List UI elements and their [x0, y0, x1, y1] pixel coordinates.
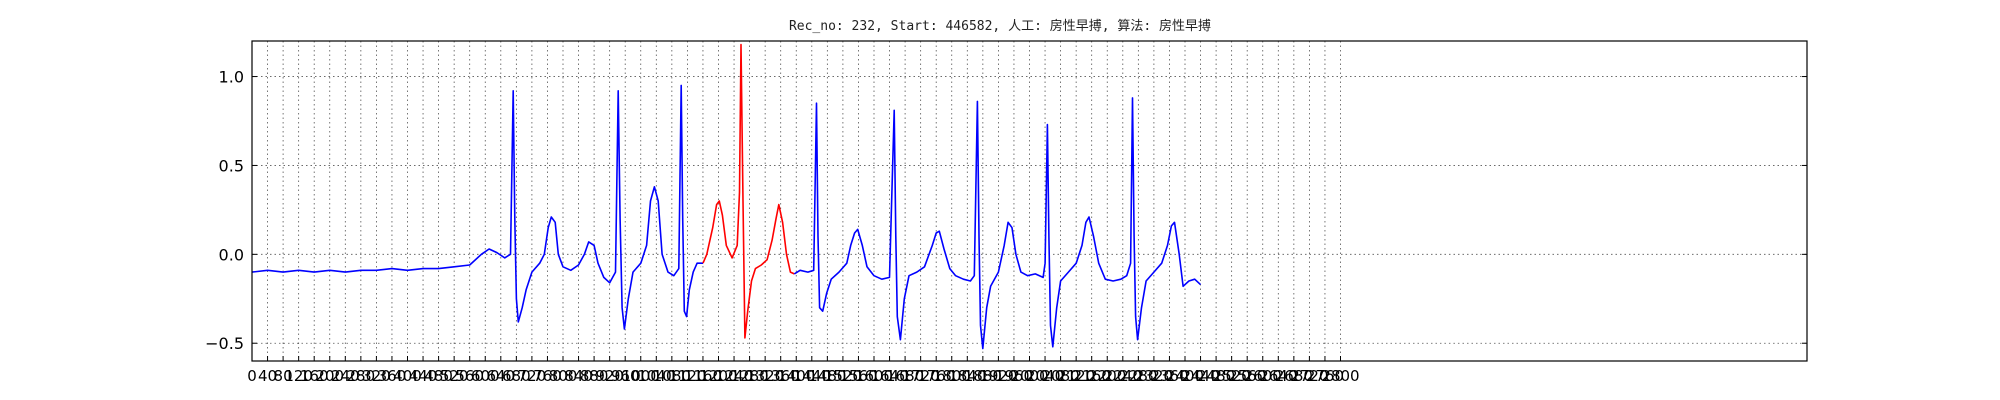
plot-frame [251, 40, 1808, 362]
x-tick-label: 40 [258, 367, 277, 385]
y-axis: −0.5 0.0 0.5 1.0 [205, 68, 1807, 353]
x-tick-label: 1880 [964, 367, 1002, 385]
x-tick-label: 1760 [917, 367, 955, 385]
x-tick-label: 1800 [933, 367, 971, 385]
x-tick-label: 480 [424, 367, 453, 385]
x-tick-label: 200 [315, 367, 344, 385]
x-tick-label: 1360 [762, 367, 800, 385]
x-tick-label: 1520 [824, 367, 862, 385]
x-tick-label: 2080 [1042, 367, 1080, 385]
y-tick-label: 0.5 [219, 156, 244, 175]
x-tick-label: 2760 [1306, 367, 1344, 385]
x-tick-label: 2400 [1166, 367, 1204, 385]
x-tick-label: 1920 [979, 367, 1017, 385]
x-axis: 0 408012016020024028032036040044048052056… [247, 356, 1360, 385]
x-tick-label: 1120 [668, 367, 706, 385]
x-tick-label: 680 [502, 367, 531, 385]
x-tick-label: 2000 [1010, 367, 1048, 385]
x-tick-label: 2560 [1228, 367, 1266, 385]
x-tick-label: 520 [440, 367, 469, 385]
x-tick-label: 1240 [715, 367, 753, 385]
grid-layer [251, 41, 1807, 361]
series-layer [251, 43, 1202, 350]
x-tick-label: 2520 [1213, 367, 1251, 385]
x-tick-label: 2040 [1026, 367, 1064, 385]
x-tick-label: 2640 [1259, 367, 1297, 385]
chart-title: Rec_no: 232, Start: 446582, 人工: 房性早搏, 算法… [789, 18, 1211, 34]
x-tick-label: 840 [564, 367, 593, 385]
x-tick-label: 2200 [1088, 367, 1126, 385]
x-tick-label: 720 [518, 367, 547, 385]
x-tick-label: 1040 [637, 367, 675, 385]
x-tick-label: 2320 [1135, 367, 1173, 385]
x-tick-label: 960 [611, 367, 640, 385]
x-tick-label: 2240 [1104, 367, 1142, 385]
ecg-trace [251, 84, 703, 330]
x-tick-label: 2480 [1197, 367, 1235, 385]
x-tick-label: 2360 [1150, 367, 1188, 385]
x-tick-label: 1160 [684, 367, 722, 385]
ecg-trace [793, 97, 1202, 350]
x-tick-label: 120 [284, 367, 313, 385]
x-tick-label: 400 [393, 367, 422, 385]
x-tick-label: 2440 [1181, 367, 1219, 385]
x-tick-label: 1600 [855, 367, 893, 385]
x-tick-label: 0 [247, 367, 257, 385]
x-tick-label: 1440 [793, 367, 831, 385]
x-tick-label: 2680 [1275, 367, 1313, 385]
x-tick-label: 320 [362, 367, 391, 385]
x-tick-label: 1200 [699, 367, 737, 385]
x-tick-label: 560 [455, 367, 484, 385]
x-tick-label: 2160 [1073, 367, 1111, 385]
x-tick-label: 1480 [808, 367, 846, 385]
x-tick-label: 1320 [746, 367, 784, 385]
x-tick-label: 800 [549, 367, 578, 385]
x-tick-label: 1840 [948, 367, 986, 385]
x-tick-label: 1400 [777, 367, 815, 385]
x-tick-label: 1560 [839, 367, 877, 385]
x-tick-label: 240 [331, 367, 360, 385]
x-tick-label: 1080 [653, 367, 691, 385]
x-tick-label: 280 [347, 367, 376, 385]
x-tick-label: 1000 [622, 367, 660, 385]
x-tick-label: 2120 [1057, 367, 1095, 385]
x-tick-label: 1280 [731, 367, 769, 385]
x-tick-label: 1640 [870, 367, 908, 385]
x-tick-label: 1720 [902, 367, 940, 385]
x-tick-label: 2280 [1119, 367, 1157, 385]
x-tick-label: 920 [595, 367, 624, 385]
y-tick-label: −0.5 [205, 334, 244, 353]
x-tick-label: 2800 [1321, 367, 1359, 385]
x-tick-label: 1680 [886, 367, 924, 385]
x-tick-label: 360 [378, 367, 407, 385]
x-tick-label: 440 [409, 367, 438, 385]
ecg-trace [702, 43, 795, 339]
x-tick-label: 600 [471, 367, 500, 385]
x-tick-label: 160 [300, 367, 329, 385]
x-tick-label: 1960 [995, 367, 1033, 385]
x-tick-label: 80 [274, 367, 293, 385]
y-tick-label: 1.0 [219, 68, 244, 87]
x-tick-label: 2720 [1290, 367, 1328, 385]
x-tick-label: 640 [486, 367, 515, 385]
x-tick-label: 2600 [1244, 367, 1282, 385]
x-tick-label: 760 [533, 367, 562, 385]
x-tick-label: 880 [580, 367, 609, 385]
y-tick-label: 0.0 [219, 245, 244, 264]
